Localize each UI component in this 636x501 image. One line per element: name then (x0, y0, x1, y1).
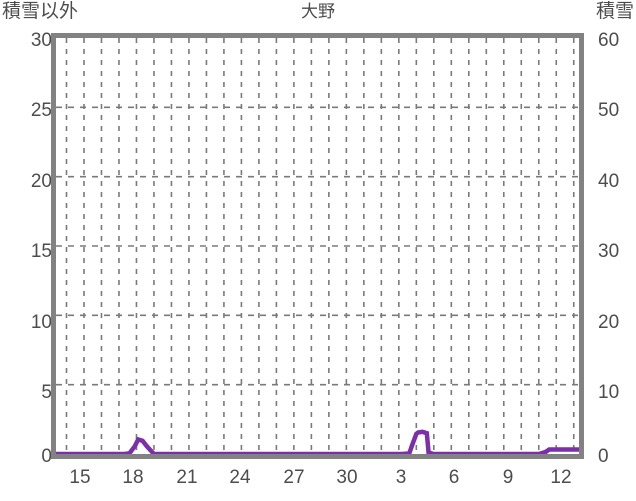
right-axis-tick-label: 30 (598, 241, 620, 262)
right-axis-tick-label: 50 (598, 100, 620, 121)
x-axis-tick-label: 24 (229, 467, 251, 488)
right-axis-tick-label: 60 (598, 30, 620, 51)
right-axis-tick-label: 20 (598, 312, 620, 333)
left-axis-tick-label: 20 (30, 171, 52, 192)
x-axis-tick-label: 27 (283, 467, 305, 488)
left-axis-title: 積雪以外 (2, 1, 79, 22)
x-axis-tick-label: 30 (336, 467, 358, 488)
plot-area (51, 33, 584, 459)
x-axis-tick-label: 12 (550, 467, 572, 488)
left-axis-tick-label: 0 (41, 446, 52, 467)
series-line-0 (56, 429, 579, 454)
left-axis-tick-label: 5 (41, 382, 52, 403)
x-axis-tick-label: 3 (395, 467, 407, 488)
x-axis-tick-label: 15 (69, 467, 91, 488)
plot-inner (56, 38, 579, 454)
left-axis-tick-label: 10 (30, 312, 52, 333)
right-axis-tick-label: 10 (598, 382, 620, 403)
x-axis-tick-label: 18 (122, 467, 144, 488)
right-axis-tick-label: 40 (598, 171, 620, 192)
series-plot (56, 38, 579, 454)
left-axis-tick-label: 30 (30, 30, 52, 51)
x-axis-tick-label: 6 (448, 467, 460, 488)
right-axis-tick-label: 0 (598, 446, 609, 467)
right-axis-title: 積雪 (595, 1, 634, 22)
x-axis-tick-label: 9 (502, 467, 514, 488)
horizontal-gridlines (56, 106, 579, 386)
left-axis-tick-label: 15 (30, 241, 52, 262)
left-axis-tick-label: 25 (30, 100, 52, 121)
page-title: 大野 (301, 2, 335, 21)
x-axis-tick-label: 21 (176, 467, 198, 488)
